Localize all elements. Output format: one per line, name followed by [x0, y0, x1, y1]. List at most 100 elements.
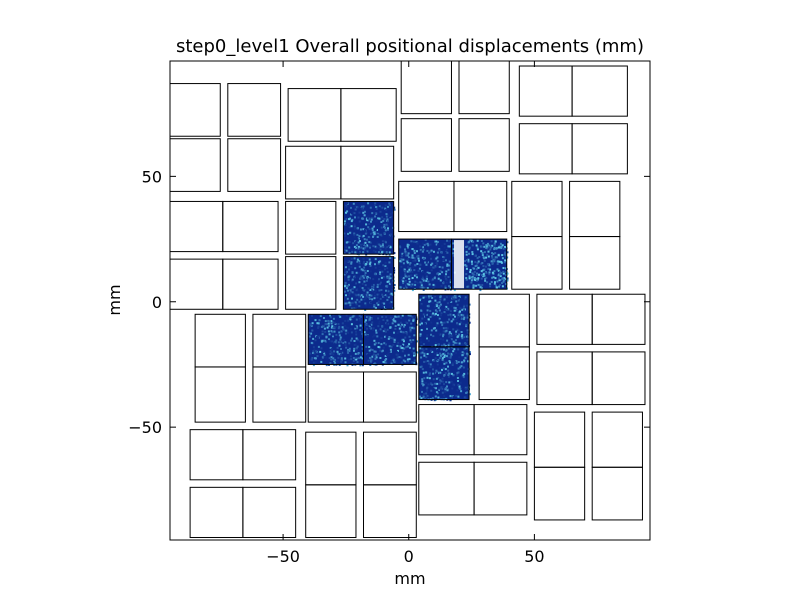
- sensor-module: [222, 200, 279, 253]
- sensor-module: [533, 466, 586, 521]
- sensor-module: [340, 88, 397, 142]
- sensor-outline: [194, 366, 246, 423]
- sensor-outline: [473, 461, 528, 516]
- sensor-module: [363, 431, 417, 486]
- sensor-outline: [363, 431, 417, 486]
- sensor-outline: [170, 83, 221, 137]
- sensor-outline: [458, 118, 510, 172]
- sensor-outline: [450, 238, 508, 290]
- sensor-module: [285, 256, 337, 310]
- sensor-module: [591, 351, 646, 406]
- sensor-module: [571, 65, 628, 117]
- sensor-outline: [340, 88, 397, 142]
- sensor-outline: [591, 411, 643, 468]
- y-tick-label: 0: [152, 293, 162, 312]
- x-tick-label: 0: [404, 547, 414, 566]
- sensor-outline: [342, 200, 395, 255]
- y-tick-label: 50: [142, 167, 162, 186]
- sensor-module: [591, 411, 643, 468]
- sensor-outline: [511, 180, 563, 238]
- sensor-module: [418, 404, 475, 456]
- sensor-outline: [305, 484, 357, 538]
- sensor-module: [285, 200, 337, 255]
- sensor-module: [170, 83, 221, 137]
- sensor-outline: [363, 371, 417, 423]
- sensor-module: [518, 65, 573, 117]
- sensor-outline: [227, 83, 282, 137]
- sensor-outline: [242, 486, 297, 538]
- sensor-module: [473, 461, 528, 516]
- sensor-outline: [305, 431, 357, 486]
- sensor-outline: [591, 351, 646, 406]
- displacement-speckle: [343, 257, 396, 311]
- sensor-module: [591, 466, 643, 521]
- sensor-outline: [418, 461, 475, 516]
- sensor-module: [418, 346, 471, 402]
- sensor-outline: [189, 429, 244, 481]
- sensor-outline: [569, 180, 621, 238]
- sensor-outline: [571, 65, 628, 117]
- sensor-module: [418, 293, 471, 349]
- sensor-outline: [511, 236, 563, 290]
- sensor-module: [305, 484, 357, 538]
- sensor-outline: [222, 258, 279, 310]
- dead-strip: [453, 240, 465, 289]
- sensor-module: [450, 238, 509, 292]
- sensor-outline: [287, 88, 342, 142]
- sensor-module: [227, 83, 282, 137]
- sensor-outline: [307, 371, 365, 423]
- sensor-outline: [222, 200, 279, 253]
- sensor-module: [363, 371, 417, 423]
- sensor-outline: [285, 200, 337, 255]
- sensor-outline: [533, 411, 586, 468]
- sensor-outline: [478, 293, 530, 348]
- sensor-module: [252, 366, 307, 423]
- sensor-outline: [458, 61, 510, 115]
- sensor-outline: [536, 351, 593, 406]
- sensor-outline: [170, 200, 224, 253]
- sensor-outline: [227, 138, 282, 192]
- sensor-module: [400, 61, 452, 115]
- sensor-module: [242, 486, 297, 538]
- sensor-module: [227, 138, 282, 192]
- sensor-module: [194, 366, 246, 423]
- sensor-outline: [342, 256, 395, 310]
- sensor-module: [473, 404, 528, 456]
- displacement-speckle: [398, 239, 453, 292]
- sensor-outline: [591, 293, 646, 345]
- sensor-module: [458, 118, 510, 172]
- sensor-module: [569, 236, 621, 290]
- sensor-module: [511, 180, 563, 238]
- sensor-module: [287, 88, 342, 142]
- sensor-module: [242, 429, 297, 481]
- sensor-outline: [478, 346, 530, 401]
- sensor-outline: [400, 118, 452, 172]
- sensor-module: [400, 118, 452, 172]
- sensor-outline: [242, 429, 297, 481]
- displacement-speckle: [418, 347, 471, 402]
- sensor-outline: [170, 138, 221, 192]
- y-tick-label: −50: [128, 418, 162, 437]
- displacement-speckle: [451, 239, 509, 292]
- sensor-module: [222, 258, 279, 310]
- sensor-outline: [533, 466, 586, 521]
- sensor-module: [398, 180, 455, 233]
- sensor-module: [189, 429, 244, 481]
- sensor-outline: [363, 313, 417, 365]
- sensor-module: [363, 484, 417, 538]
- sensor-module: [285, 145, 342, 200]
- sensor-module: [518, 123, 573, 175]
- sensor-module: [453, 180, 508, 233]
- sensor-module: [458, 61, 510, 115]
- sensor-module: [569, 180, 621, 238]
- sensor-module: [340, 145, 395, 200]
- sensor-outline: [363, 484, 417, 538]
- sensor-outline: [571, 123, 628, 175]
- x-tick-label: 50: [524, 547, 544, 566]
- displacement-speckle: [343, 201, 396, 256]
- sensor-outline: [518, 65, 573, 117]
- displacement-speckle: [363, 314, 419, 366]
- sensor-outline: [170, 258, 224, 310]
- displacement-speckle: [308, 314, 366, 367]
